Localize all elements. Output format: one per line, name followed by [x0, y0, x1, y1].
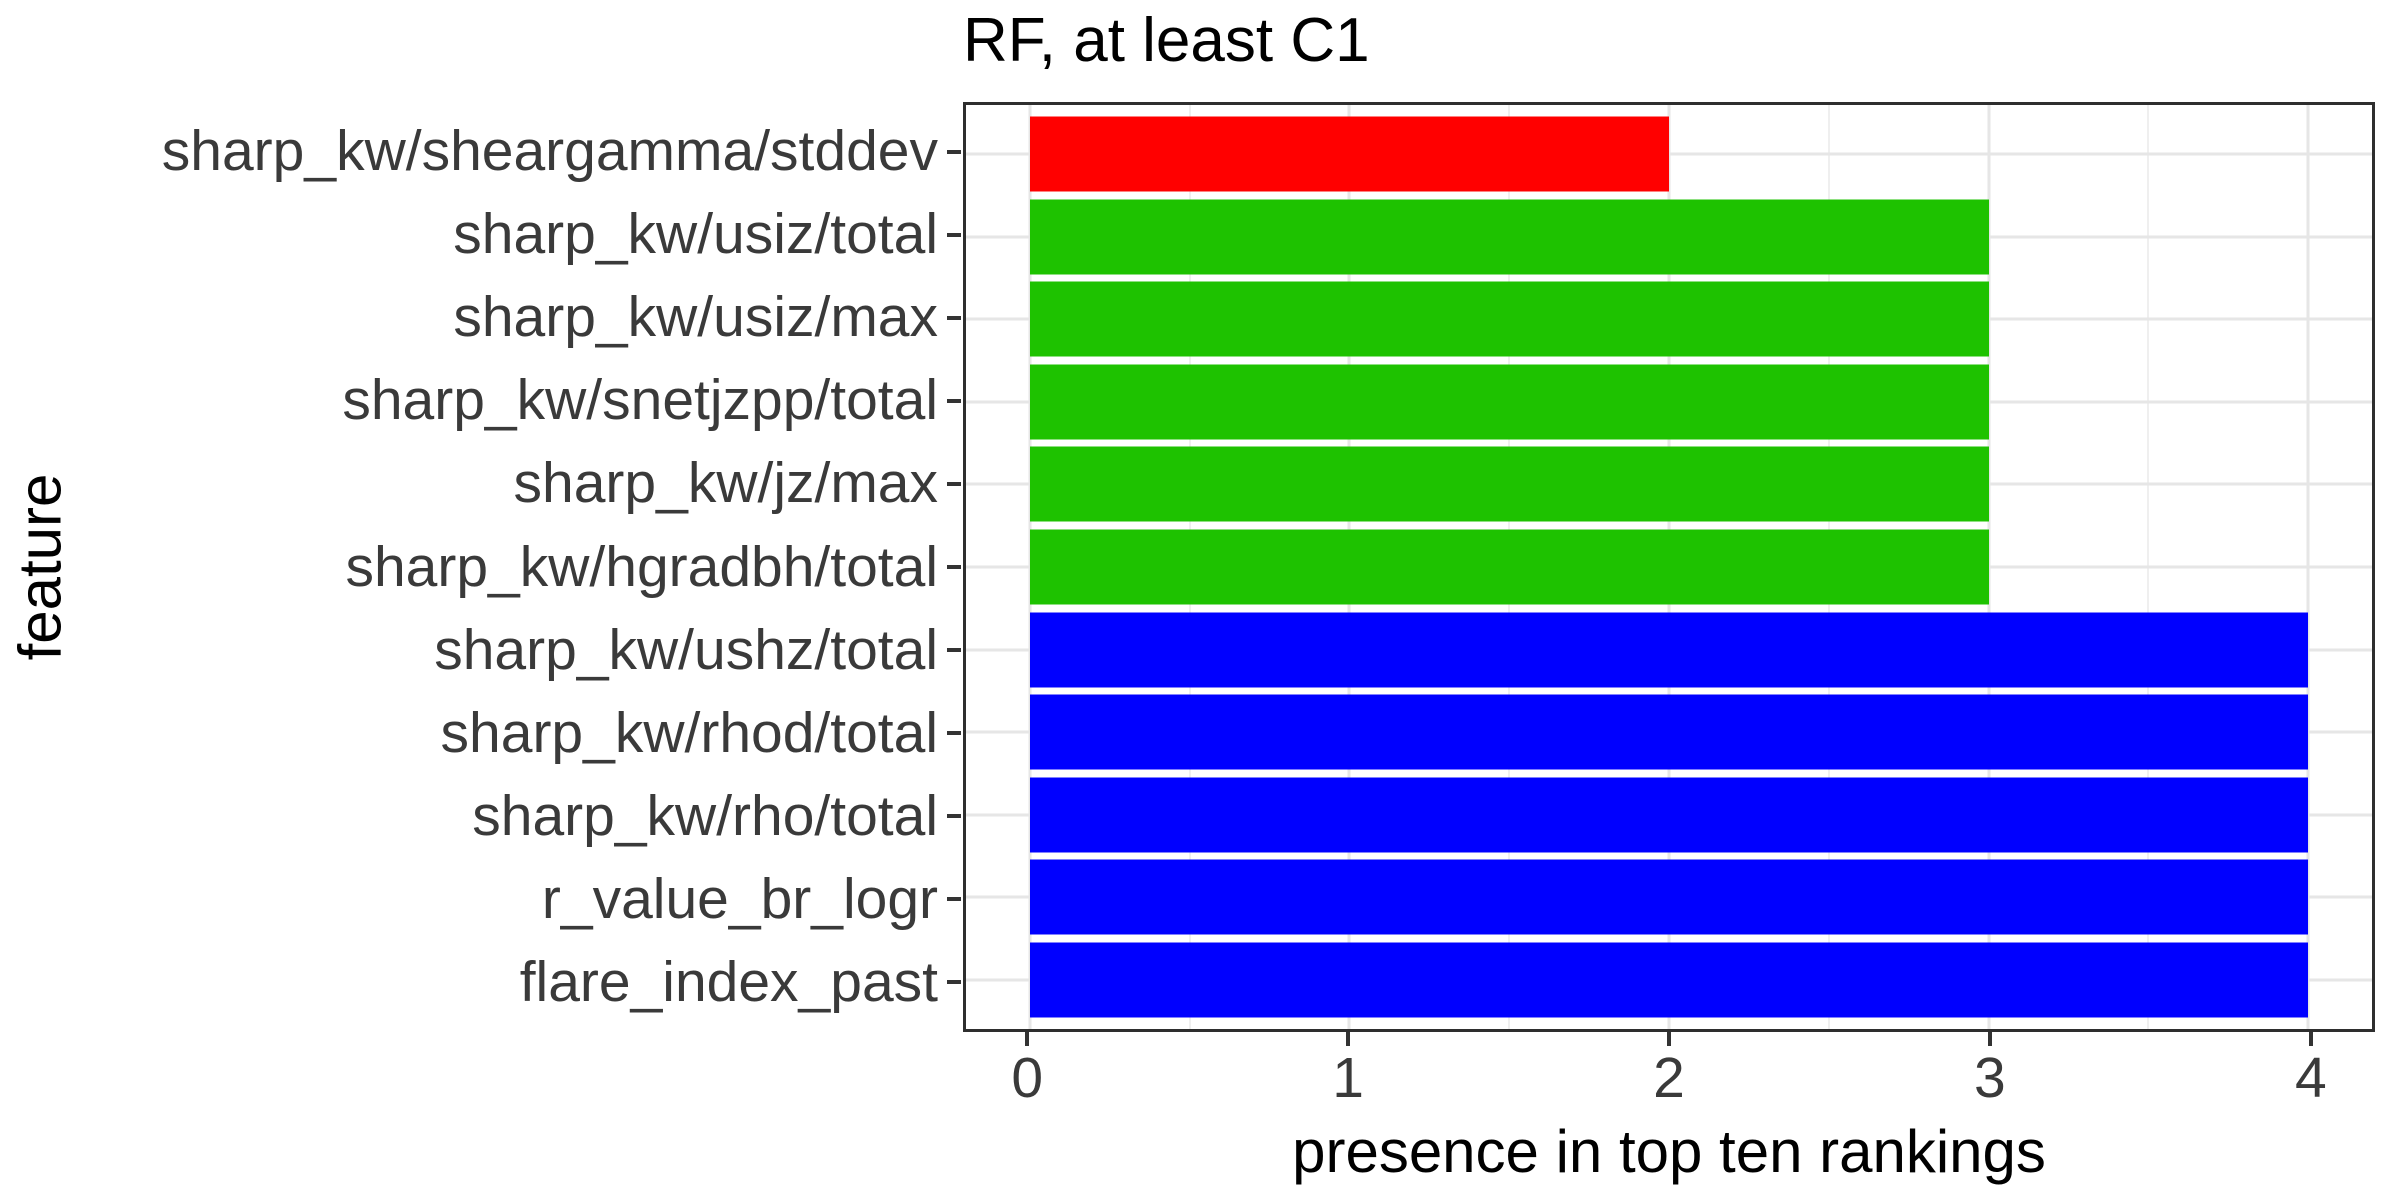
bar — [1029, 942, 2309, 1018]
horizontal-gridline — [966, 152, 2372, 156]
y-tick-mark — [947, 565, 961, 570]
bar-row — [966, 773, 2372, 856]
bar-row — [966, 526, 2372, 609]
bar-row — [966, 608, 2372, 691]
y-label-row: sharp_kw/jz/max — [0, 442, 961, 525]
y-tick-label: sharp_kw/sheargamma/stddev — [161, 119, 938, 184]
bar — [1029, 199, 1989, 275]
bar — [1029, 694, 2309, 770]
x-tick-mark — [2308, 1032, 2313, 1046]
y-label-row: sharp_kw/hgradbh/total — [0, 525, 961, 608]
y-tick-mark — [947, 980, 961, 985]
y-tick-mark — [947, 897, 961, 902]
y-axis-labels: sharp_kw/sheargamma/stddev sharp_kw/usiz/… — [0, 102, 961, 1032]
bar — [1029, 116, 1669, 192]
bar-row — [966, 196, 2372, 279]
y-tick-mark — [947, 398, 961, 403]
y-tick-label: flare_index_past — [519, 949, 938, 1014]
bar — [1029, 364, 1989, 440]
y-tick-label: sharp_kw/jz/max — [513, 451, 938, 516]
y-tick-mark — [947, 315, 961, 320]
y-label-row: r_value_br_logr — [0, 858, 961, 941]
x-axis-ticks — [963, 1032, 2375, 1046]
bar — [1029, 529, 1989, 605]
bar-row — [966, 113, 2372, 196]
y-label-row: sharp_kw/usiz/max — [0, 276, 961, 359]
bar-row — [966, 938, 2372, 1021]
x-tick-mark — [1667, 1032, 1671, 1046]
y-tick-label: sharp_kw/rhod/total — [440, 700, 938, 765]
y-tick-label: sharp_kw/rho/total — [472, 783, 938, 848]
y-label-row: sharp_kw/rhod/total — [0, 692, 961, 775]
plot-panel — [963, 102, 2375, 1032]
x-tick-label: 1 — [1332, 1046, 1364, 1110]
bar — [1029, 446, 1989, 522]
y-tick-mark — [947, 814, 961, 819]
y-tick-label: sharp_kw/usiz/max — [453, 285, 938, 350]
bar — [1029, 281, 1989, 357]
y-tick-label: sharp_kw/ushz/total — [434, 617, 938, 682]
x-tick-label: 2 — [1653, 1046, 1685, 1110]
y-label-row: sharp_kw/snetjzpp/total — [0, 359, 961, 442]
y-label-row: sharp_kw/rho/total — [0, 775, 961, 858]
bar-row — [966, 691, 2372, 774]
bar-row — [966, 856, 2372, 939]
x-tick-mark — [1025, 1032, 1030, 1046]
y-tick-label: r_value_br_logr — [541, 866, 938, 931]
x-tick-label: 4 — [2294, 1046, 2327, 1110]
bar-row — [966, 361, 2372, 444]
y-tick-label: sharp_kw/usiz/total — [453, 202, 938, 267]
x-axis-title: presence in top ten rankings — [1292, 1118, 2046, 1185]
x-tick-mark — [1987, 1032, 1992, 1046]
bar-row — [966, 278, 2372, 361]
bar-row — [966, 443, 2372, 526]
bar — [1029, 777, 2309, 853]
y-tick-mark — [947, 648, 961, 653]
bar — [1029, 859, 2309, 935]
bar — [1029, 612, 2309, 688]
x-tick-mark — [1346, 1032, 1351, 1046]
y-tick-mark — [947, 232, 961, 237]
y-label-row: sharp_kw/ushz/total — [0, 609, 961, 692]
y-tick-mark — [947, 481, 961, 486]
y-label-row: sharp_kw/usiz/total — [0, 193, 961, 276]
y-label-row: flare_index_past — [0, 941, 961, 1024]
y-tick-label: sharp_kw/hgradbh/total — [345, 534, 938, 599]
bar-rows — [966, 105, 2372, 1029]
plot-title: RF, at least C1 — [963, 6, 1370, 75]
y-tick-mark — [947, 731, 961, 736]
y-tick-mark — [947, 149, 961, 154]
y-tick-label: sharp_kw/snetjzpp/total — [342, 368, 938, 433]
y-label-row: sharp_kw/sheargamma/stddev — [0, 110, 961, 193]
x-tick-label: 0 — [1011, 1046, 1044, 1110]
x-tick-label: 3 — [1974, 1046, 2006, 1110]
